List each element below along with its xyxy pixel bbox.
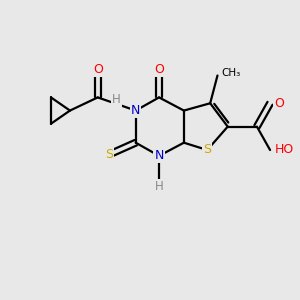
- Text: N: N: [131, 104, 140, 117]
- Text: O: O: [93, 63, 103, 76]
- Text: O: O: [154, 63, 164, 76]
- Text: O: O: [274, 97, 284, 110]
- Text: S: S: [203, 143, 211, 157]
- Text: CH₃: CH₃: [222, 68, 241, 78]
- Text: H: H: [155, 180, 164, 193]
- Text: N: N: [154, 149, 164, 162]
- Text: S: S: [105, 148, 113, 161]
- Text: HO: HO: [274, 143, 294, 157]
- Text: H: H: [112, 93, 121, 106]
